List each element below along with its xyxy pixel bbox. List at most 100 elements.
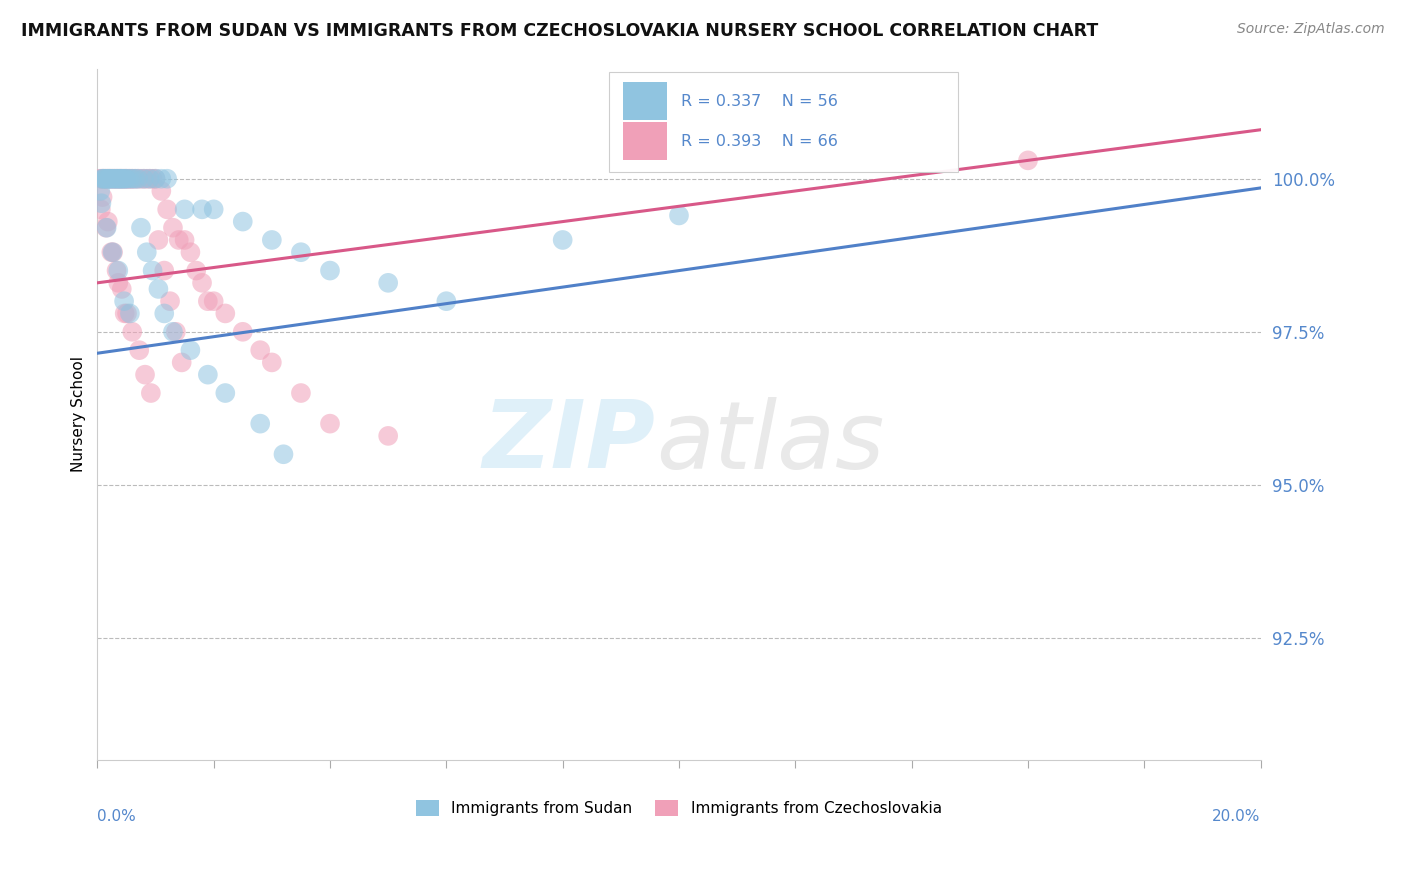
Point [121, 325, 143, 339]
Point [127, 171, 149, 186]
Y-axis label: Nursery School: Nursery School [72, 357, 86, 473]
Point [273, 447, 295, 461]
Point [114, 171, 136, 186]
Point [156, 171, 179, 186]
Text: IMMIGRANTS FROM SUDAN VS IMMIGRANTS FROM CZECHOSLOVAKIA NURSERY SCHOOL CORRELATI: IMMIGRANTS FROM SUDAN VS IMMIGRANTS FROM… [21, 22, 1098, 40]
Point [434, 294, 457, 309]
Point [108, 171, 131, 186]
Point [103, 171, 125, 186]
Text: 20.0%: 20.0% [1212, 809, 1261, 824]
Point [153, 263, 176, 277]
Point [107, 263, 129, 277]
Point [98, 171, 121, 186]
Text: Source: ZipAtlas.com: Source: ZipAtlas.com [1237, 22, 1385, 37]
Point [100, 245, 122, 260]
Point [159, 294, 181, 309]
Point [139, 386, 162, 401]
Point [232, 325, 254, 339]
Point [121, 171, 143, 186]
Point [153, 306, 176, 320]
Point [89, 171, 111, 186]
Point [89, 184, 111, 198]
Bar [623, 122, 668, 161]
Point [90, 171, 112, 186]
Point [98, 171, 121, 186]
Point [232, 214, 254, 228]
Point [260, 355, 283, 369]
Point [162, 325, 184, 339]
Point [118, 171, 141, 186]
Point [91, 171, 114, 186]
Point [197, 294, 219, 309]
Point [260, 233, 283, 247]
Point [124, 171, 146, 186]
Point [377, 276, 399, 290]
Point [135, 245, 157, 260]
Text: 0.0%: 0.0% [97, 809, 136, 824]
Point [148, 233, 170, 247]
Point [105, 263, 128, 277]
Point [173, 233, 195, 247]
Point [103, 171, 125, 186]
Point [191, 276, 214, 290]
Point [319, 417, 342, 431]
Point [108, 171, 131, 186]
Point [105, 171, 128, 186]
Point [214, 306, 236, 320]
Point [162, 220, 184, 235]
Point [98, 171, 121, 186]
Point [249, 343, 271, 358]
Point [112, 171, 135, 186]
Point [202, 294, 225, 309]
Point [179, 245, 201, 260]
Point [97, 171, 120, 186]
Point [134, 368, 156, 382]
Point [101, 171, 124, 186]
Point [105, 171, 128, 186]
Point [167, 233, 190, 247]
Point [202, 202, 225, 217]
Text: R = 0.337    N = 56: R = 0.337 N = 56 [682, 94, 838, 109]
Point [668, 209, 690, 223]
Point [145, 171, 167, 186]
Bar [623, 82, 668, 120]
Point [290, 386, 312, 401]
Point [138, 171, 160, 186]
Point [117, 171, 139, 186]
Text: atlas: atlas [655, 397, 884, 488]
Point [132, 171, 155, 186]
Point [90, 202, 112, 217]
Point [114, 306, 136, 320]
Point [101, 245, 124, 260]
Point [249, 417, 271, 431]
Text: R = 0.393    N = 66: R = 0.393 N = 66 [682, 134, 838, 149]
Point [93, 171, 115, 186]
Point [97, 214, 120, 228]
Point [129, 220, 152, 235]
Point [96, 220, 118, 235]
Point [156, 202, 179, 217]
Point [135, 171, 157, 186]
Point [115, 306, 138, 320]
Point [94, 171, 117, 186]
Point [150, 184, 173, 198]
Legend: Immigrants from Sudan, Immigrants from Czechoslovakia: Immigrants from Sudan, Immigrants from C… [411, 794, 948, 822]
Point [94, 220, 117, 235]
Text: ZIP: ZIP [482, 396, 655, 488]
Point [319, 263, 342, 277]
FancyBboxPatch shape [609, 72, 959, 172]
Point [91, 171, 114, 186]
Point [94, 171, 117, 186]
Point [186, 263, 208, 277]
Point [197, 368, 219, 382]
Point [111, 171, 134, 186]
Point [107, 171, 129, 186]
Point [138, 171, 160, 186]
Point [132, 171, 155, 186]
Point [101, 245, 124, 260]
Point [104, 171, 127, 186]
Point [142, 171, 165, 186]
Point [91, 190, 114, 204]
Point [121, 171, 143, 186]
Point [111, 171, 134, 186]
